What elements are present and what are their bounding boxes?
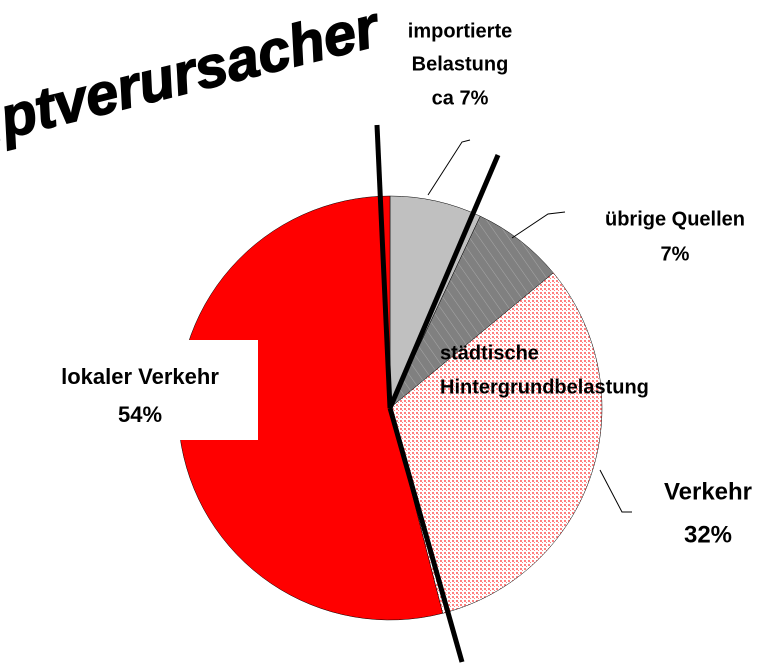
decor [374, 124, 632, 663]
value-label: 54% [118, 402, 162, 427]
leader-line [511, 211, 566, 239]
slice-label: lokaler Verkehr [61, 364, 219, 389]
slice-label: übrige Quellen [605, 208, 745, 230]
slice-label: Verkehr [664, 478, 752, 505]
value-label: 7% [661, 243, 690, 265]
divider-line [374, 124, 393, 409]
value-label: ca 7% [432, 87, 489, 109]
leader-line [427, 139, 471, 196]
divider-line [387, 407, 465, 663]
divider-line [387, 154, 501, 409]
annotation: städtische [440, 342, 539, 364]
label-box [0, 340, 258, 440]
slice-label: importierte [408, 20, 512, 42]
chart-title: Hauptverursacher [0, 0, 388, 177]
annotation: Hintergrundbelastung [440, 376, 649, 398]
slice-label: Belastung [412, 53, 509, 75]
value-label: 32% [684, 521, 732, 548]
leader-line [599, 469, 632, 513]
pie-slice [389, 272, 603, 614]
